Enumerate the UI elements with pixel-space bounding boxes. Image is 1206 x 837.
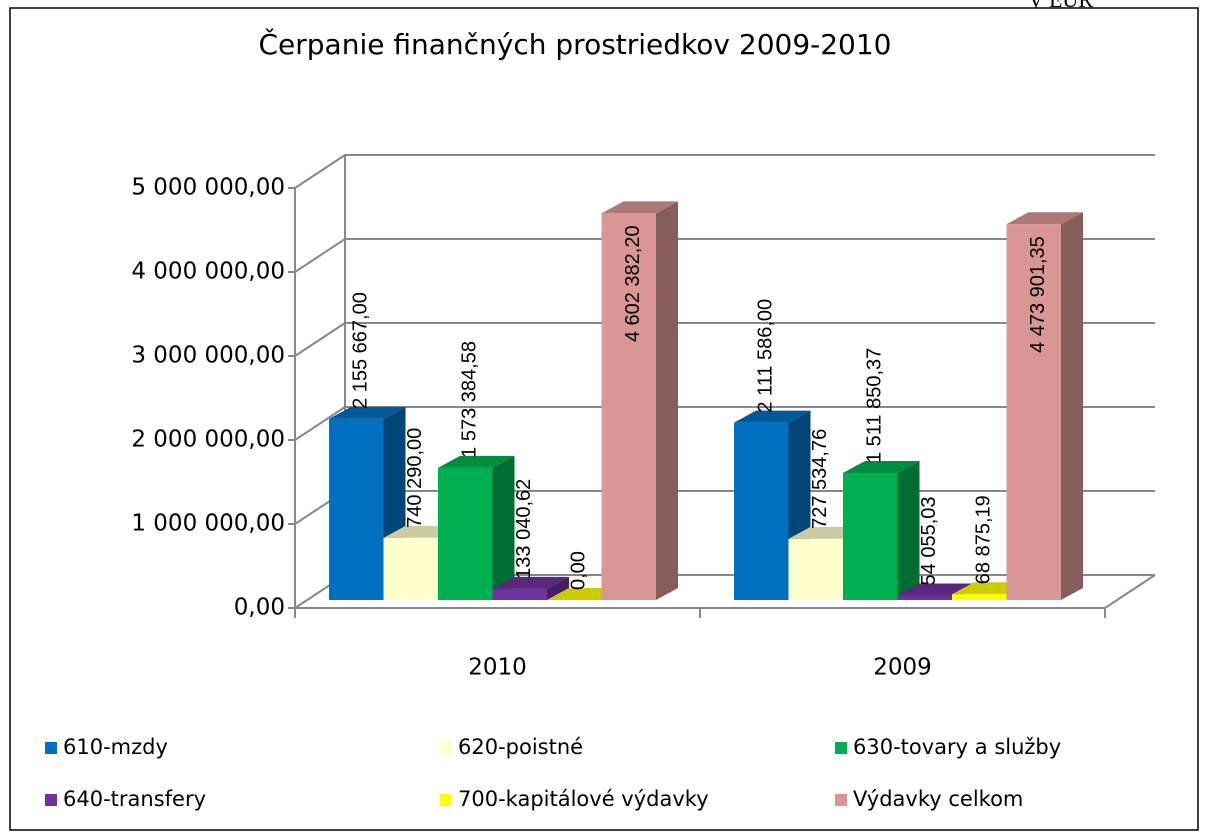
bar-group <box>843 461 920 600</box>
y-tick-label: 4 000 000,00 <box>131 259 285 285</box>
legend-swatch <box>835 794 847 806</box>
bar <box>383 537 438 600</box>
bar-top <box>329 406 406 419</box>
chart-title: Čerpanie finančných prostriedkov 2009-20… <box>258 27 891 61</box>
data-label: 133 040,62 <box>513 479 535 579</box>
legend-label: Výdavky celkom <box>853 787 1023 811</box>
bar-group <box>734 410 811 600</box>
bar-top <box>492 576 569 589</box>
y-tick-label: 0,00 <box>234 595 285 621</box>
bar <box>438 467 493 600</box>
bar-top <box>897 583 974 596</box>
bar <box>492 588 547 600</box>
data-label: 727 534,76 <box>809 429 831 529</box>
legend-label: 610-mzdy <box>63 735 168 759</box>
bar-side <box>1061 212 1083 600</box>
y-tick-label: 2 000 000,00 <box>131 427 285 453</box>
data-label: 740 290,00 <box>404 428 426 528</box>
bar-top <box>438 455 515 468</box>
data-label: 1 511 850,37 <box>864 348 886 463</box>
data-label: 0,00 <box>568 551 590 590</box>
bar-group <box>438 455 515 600</box>
bar-top <box>601 201 678 214</box>
bar-top <box>1006 212 1083 225</box>
bar-group <box>1006 212 1083 600</box>
bar <box>897 595 952 600</box>
bar-group <box>601 201 678 600</box>
data-label: 4 602 382,20 <box>622 225 644 342</box>
legend-label: 640-transfery <box>63 787 206 811</box>
y-tick-label: 1 000 000,00 <box>131 511 285 537</box>
y-tick-label: 5 000 000,00 <box>131 175 285 201</box>
bar <box>843 473 898 600</box>
floor-edge <box>1104 574 1156 609</box>
legend-swatch <box>440 794 452 806</box>
bar <box>788 538 843 600</box>
y-tick-label: 3 000 000,00 <box>131 343 285 369</box>
legend-label: 700-kapitálové výdavky <box>458 787 709 811</box>
bar <box>734 422 789 600</box>
bar-side <box>656 201 678 600</box>
legend-label: 630-tovary a služby <box>853 735 1061 759</box>
bar <box>601 213 656 600</box>
bar <box>1006 224 1061 600</box>
x-tick-label: 2010 <box>468 655 527 681</box>
bar <box>329 418 384 600</box>
legend-swatch <box>440 742 452 754</box>
data-label: 1 573 384,58 <box>459 341 481 458</box>
legend-swatch <box>835 742 847 754</box>
bar-top <box>734 410 811 423</box>
bar <box>952 594 1007 600</box>
data-label: 2 155 667,00 <box>350 292 372 409</box>
data-label: 4 473 901,35 <box>1027 236 1049 353</box>
legend-swatch <box>45 742 57 754</box>
legend-swatch <box>45 794 57 806</box>
unit-note: V EUR <box>1028 0 1093 12</box>
data-label: 54 055,03 <box>918 496 940 585</box>
data-label: 2 111 586,00 <box>755 299 777 413</box>
bar-side <box>492 455 515 600</box>
bar-side <box>897 461 920 600</box>
bar-side <box>547 576 569 600</box>
bar-group <box>492 576 569 600</box>
x-tick-label: 2009 <box>873 655 932 681</box>
bar-top <box>843 461 920 474</box>
legend-label: 620-poistné <box>458 735 583 759</box>
data-label: 68 875,19 <box>973 495 995 584</box>
